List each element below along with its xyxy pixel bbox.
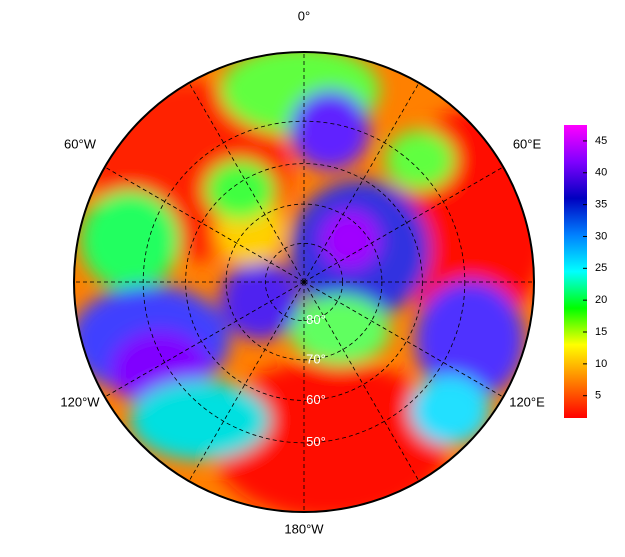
- lon-label: 180°W: [284, 521, 324, 536]
- lon-label: 60°W: [64, 136, 97, 151]
- lon-label: 0°: [298, 8, 310, 23]
- latitude-label: 80°: [306, 312, 326, 327]
- latitude-circle: [264, 242, 344, 322]
- colorbar-tick-label: 10: [595, 358, 607, 370]
- meridian: [303, 281, 420, 482]
- latitude-circle: [225, 203, 383, 361]
- latitude-circle: [142, 120, 466, 444]
- meridian: [303, 281, 504, 398]
- colorbar-tick-label: 5: [595, 390, 601, 402]
- colorbar-tick-label: 25: [595, 262, 607, 274]
- meridian: [303, 82, 420, 283]
- colorbar-tick-label: 30: [595, 230, 607, 242]
- latitude-label: 60°: [306, 392, 326, 407]
- colorbar-tick-label: 20: [595, 294, 607, 306]
- lon-label: 120°E: [509, 394, 545, 409]
- lon-label: 60°E: [513, 136, 542, 151]
- colorbar-tick-label: 35: [595, 199, 607, 211]
- lon-label: 120°W: [60, 394, 100, 409]
- map-border: [73, 51, 535, 513]
- colorbar-tick-label: 40: [595, 167, 607, 179]
- latitude-label: 70°: [306, 351, 326, 366]
- latitude-label: 50°: [306, 434, 326, 449]
- colorbar: [564, 125, 587, 418]
- latitude-circle: [185, 163, 423, 401]
- colorbar-tick-label: 15: [595, 326, 607, 338]
- colorbar-tick-label: 45: [595, 135, 607, 147]
- meridian: [303, 166, 504, 283]
